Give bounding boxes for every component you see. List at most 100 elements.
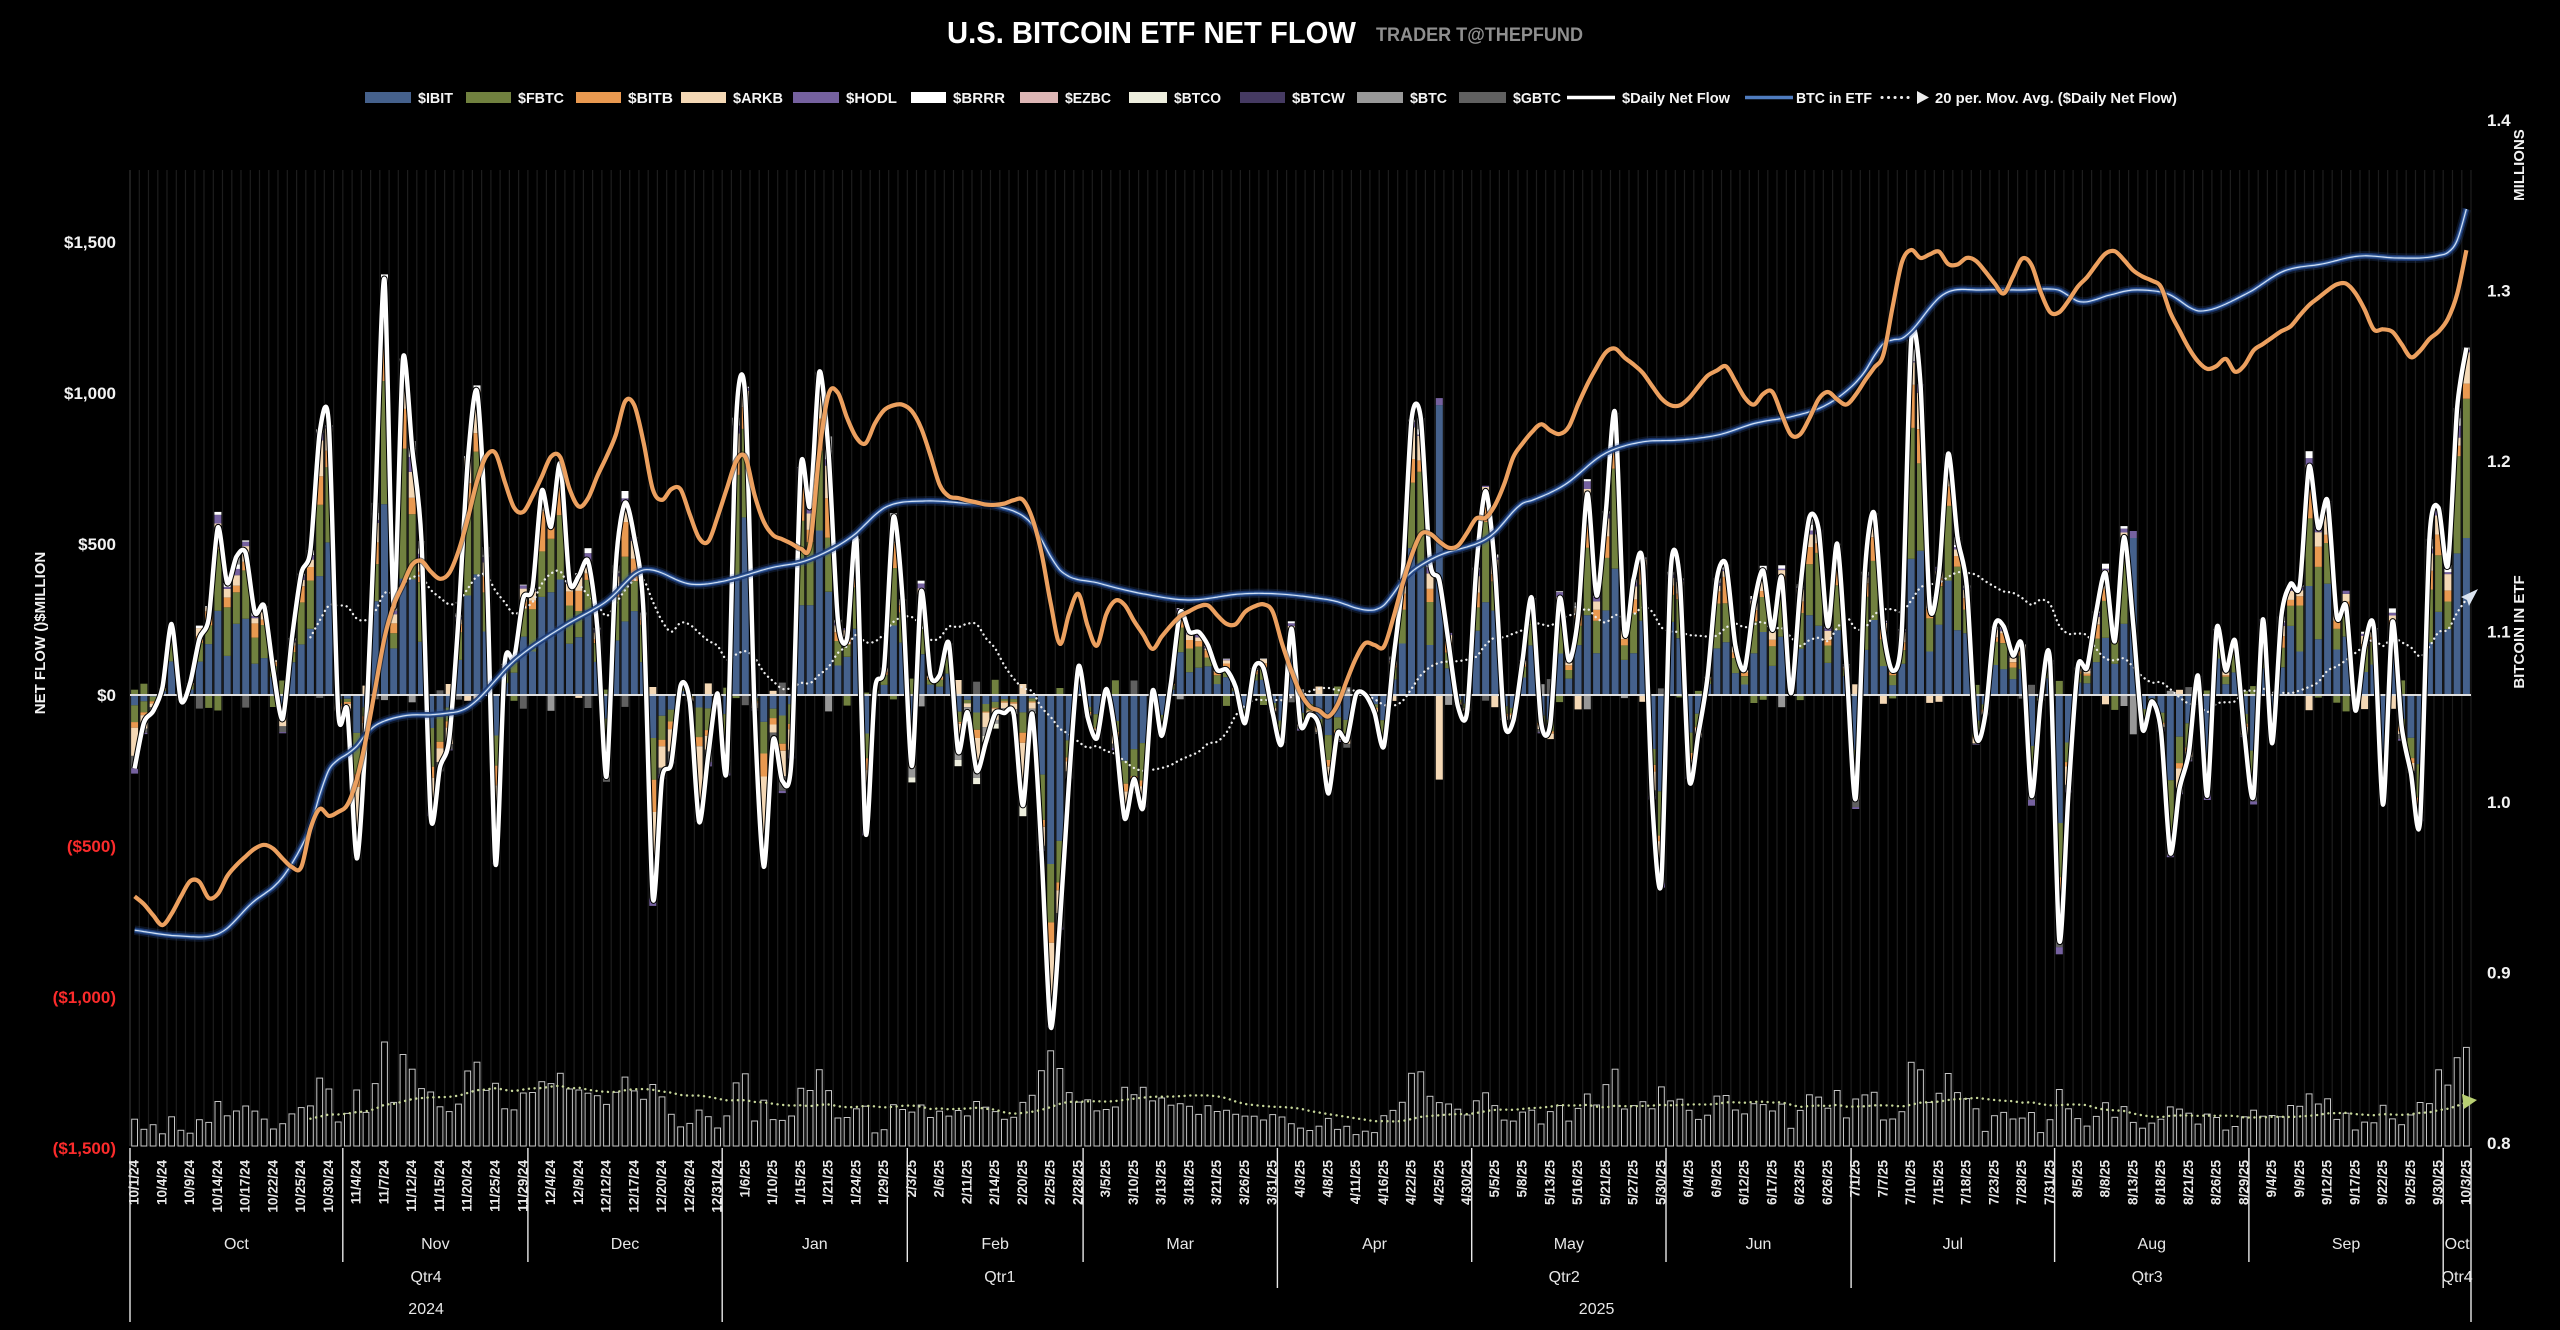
svg-text:Mar: Mar	[1166, 1236, 1194, 1253]
svg-text:Apr: Apr	[1362, 1236, 1388, 1253]
svg-text:Aug: Aug	[2138, 1236, 2166, 1253]
svg-text:Oct: Oct	[2445, 1236, 2470, 1253]
svg-text:1/29/25: 1/29/25	[876, 1160, 891, 1206]
svg-text:$BITB: $BITB	[628, 90, 673, 107]
svg-text:5/13/25: 5/13/25	[1542, 1160, 1557, 1206]
svg-text:8/26/25: 8/26/25	[2209, 1160, 2224, 1206]
svg-text:9/17/25: 9/17/25	[2347, 1160, 2362, 1206]
svg-text:Nov: Nov	[421, 1236, 449, 1253]
svg-text:7/1/25: 7/1/25	[1848, 1160, 1863, 1198]
svg-text:1.4: 1.4	[2487, 111, 2511, 130]
svg-text:9/25/25: 9/25/25	[2403, 1160, 2418, 1206]
svg-text:10/3/25: 10/3/25	[2458, 1160, 2473, 1206]
svg-text:2/3/25: 2/3/25	[904, 1160, 919, 1198]
svg-text:2/11/25: 2/11/25	[959, 1160, 974, 1205]
svg-text:4/3/25: 4/3/25	[1293, 1160, 1308, 1198]
svg-text:3/13/25: 3/13/25	[1154, 1160, 1169, 1206]
svg-text:4/16/25: 4/16/25	[1376, 1160, 1391, 1206]
svg-text:5/21/25: 5/21/25	[1598, 1160, 1613, 1206]
svg-text:7/10/25: 7/10/25	[1903, 1160, 1918, 1206]
svg-text:5/5/25: 5/5/25	[1487, 1160, 1502, 1198]
svg-text:Qtr4: Qtr4	[411, 1269, 442, 1286]
svg-text:9/22/25: 9/22/25	[2375, 1160, 2390, 1206]
svg-text:12/20/24: 12/20/24	[654, 1160, 669, 1213]
svg-text:$BTCO: $BTCO	[1174, 90, 1221, 107]
svg-text:3/31/25: 3/31/25	[1265, 1160, 1280, 1206]
svg-text:Jul: Jul	[1943, 1236, 1963, 1253]
svg-text:8/29/25: 8/29/25	[2236, 1160, 2251, 1206]
svg-text:2/14/25: 2/14/25	[987, 1160, 1002, 1206]
svg-text:12/26/24: 12/26/24	[682, 1160, 697, 1213]
svg-text:11/15/24: 11/15/24	[432, 1160, 447, 1212]
svg-text:$IBIT: $IBIT	[418, 90, 453, 107]
svg-text:9/9/25: 9/9/25	[2292, 1160, 2307, 1198]
svg-text:10/1/24: 10/1/24	[127, 1160, 142, 1206]
svg-text:Qtr2: Qtr2	[1549, 1269, 1580, 1286]
svg-text:4/8/25: 4/8/25	[1320, 1160, 1335, 1198]
svg-text:12/4/24: 12/4/24	[543, 1160, 558, 1206]
svg-text:1.2: 1.2	[2487, 452, 2511, 471]
svg-text:TRADER T@THEPFUND: TRADER T@THEPFUND	[1376, 25, 1583, 46]
svg-text:2024: 2024	[408, 1301, 444, 1318]
svg-text:Oct: Oct	[224, 1236, 249, 1253]
svg-text:$BTCW: $BTCW	[1292, 90, 1346, 107]
svg-text:$0: $0	[97, 686, 116, 705]
svg-text:9/12/25: 9/12/25	[2320, 1160, 2335, 1206]
svg-text:12/31/24: 12/31/24	[710, 1160, 725, 1213]
svg-text:MILLIONS: MILLIONS	[2511, 129, 2528, 201]
svg-text:12/17/24: 12/17/24	[626, 1160, 641, 1213]
svg-text:1/21/25: 1/21/25	[821, 1160, 836, 1206]
svg-text:11/7/24: 11/7/24	[377, 1160, 392, 1205]
svg-text:0.9: 0.9	[2487, 964, 2511, 983]
svg-text:Qtr1: Qtr1	[984, 1269, 1015, 1286]
svg-text:$ARKB: $ARKB	[733, 90, 783, 107]
svg-text:5/16/25: 5/16/25	[1570, 1160, 1585, 1206]
svg-text:4/25/25: 4/25/25	[1431, 1160, 1446, 1206]
svg-text:6/17/25: 6/17/25	[1764, 1160, 1779, 1206]
svg-text:12/12/24: 12/12/24	[599, 1160, 614, 1213]
svg-text:$1,500: $1,500	[64, 233, 116, 252]
svg-text:$EZBC: $EZBC	[1065, 90, 1111, 107]
svg-text:3/10/25: 3/10/25	[1126, 1160, 1141, 1206]
svg-text:($1,500): ($1,500)	[53, 1139, 116, 1158]
svg-text:0.8: 0.8	[2487, 1134, 2511, 1153]
svg-text:($500): ($500)	[67, 837, 116, 856]
svg-text:6/26/25: 6/26/25	[1820, 1160, 1835, 1206]
svg-text:8/13/25: 8/13/25	[2125, 1160, 2140, 1206]
svg-text:12/9/24: 12/9/24	[571, 1160, 586, 1206]
svg-text:$1,000: $1,000	[64, 384, 116, 403]
svg-text:May: May	[1554, 1236, 1584, 1253]
svg-text:1.3: 1.3	[2487, 282, 2511, 301]
svg-text:10/17/24: 10/17/24	[238, 1160, 253, 1213]
svg-text:3/18/25: 3/18/25	[1182, 1160, 1197, 1206]
svg-text:1.0: 1.0	[2487, 793, 2511, 812]
svg-text:8/21/25: 8/21/25	[2181, 1160, 2196, 1206]
svg-text:Jun: Jun	[1746, 1236, 1772, 1253]
svg-text:9/4/25: 9/4/25	[2264, 1160, 2279, 1198]
svg-text:6/4/25: 6/4/25	[1681, 1160, 1696, 1198]
svg-text:9/30/25: 9/30/25	[2431, 1160, 2446, 1206]
svg-text:1/15/25: 1/15/25	[793, 1160, 808, 1206]
svg-text:2/20/25: 2/20/25	[1015, 1160, 1030, 1206]
svg-text:6/23/25: 6/23/25	[1792, 1160, 1807, 1206]
svg-text:2025: 2025	[1579, 1301, 1615, 1318]
svg-text:$FBTC: $FBTC	[518, 90, 564, 107]
svg-text:Jan: Jan	[802, 1236, 828, 1253]
svg-text:10/30/24: 10/30/24	[321, 1160, 336, 1213]
svg-text:7/7/25: 7/7/25	[1875, 1160, 1890, 1198]
svg-text:11/29/24: 11/29/24	[515, 1160, 530, 1212]
svg-text:11/20/24: 11/20/24	[460, 1160, 475, 1212]
svg-text:NET FLOW ()$MILLION: NET FLOW ()$MILLION	[32, 552, 49, 714]
svg-text:Dec: Dec	[611, 1236, 639, 1253]
svg-text:1/6/25: 1/6/25	[737, 1160, 752, 1198]
svg-text:7/18/25: 7/18/25	[1959, 1160, 1974, 1206]
svg-text:6/12/25: 6/12/25	[1737, 1160, 1752, 1206]
svg-text:U.S. BITCOIN ETF NET FLOW: U.S. BITCOIN ETF NET FLOW	[947, 15, 1357, 50]
svg-text:11/4/24: 11/4/24	[349, 1160, 364, 1205]
svg-text:3/21/25: 3/21/25	[1209, 1160, 1224, 1206]
svg-text:10/9/24: 10/9/24	[182, 1160, 197, 1206]
svg-text:4/22/25: 4/22/25	[1404, 1160, 1419, 1206]
svg-text:8/8/25: 8/8/25	[2098, 1160, 2113, 1198]
svg-text:7/15/25: 7/15/25	[1931, 1160, 1946, 1206]
svg-text:10/25/24: 10/25/24	[293, 1160, 308, 1213]
